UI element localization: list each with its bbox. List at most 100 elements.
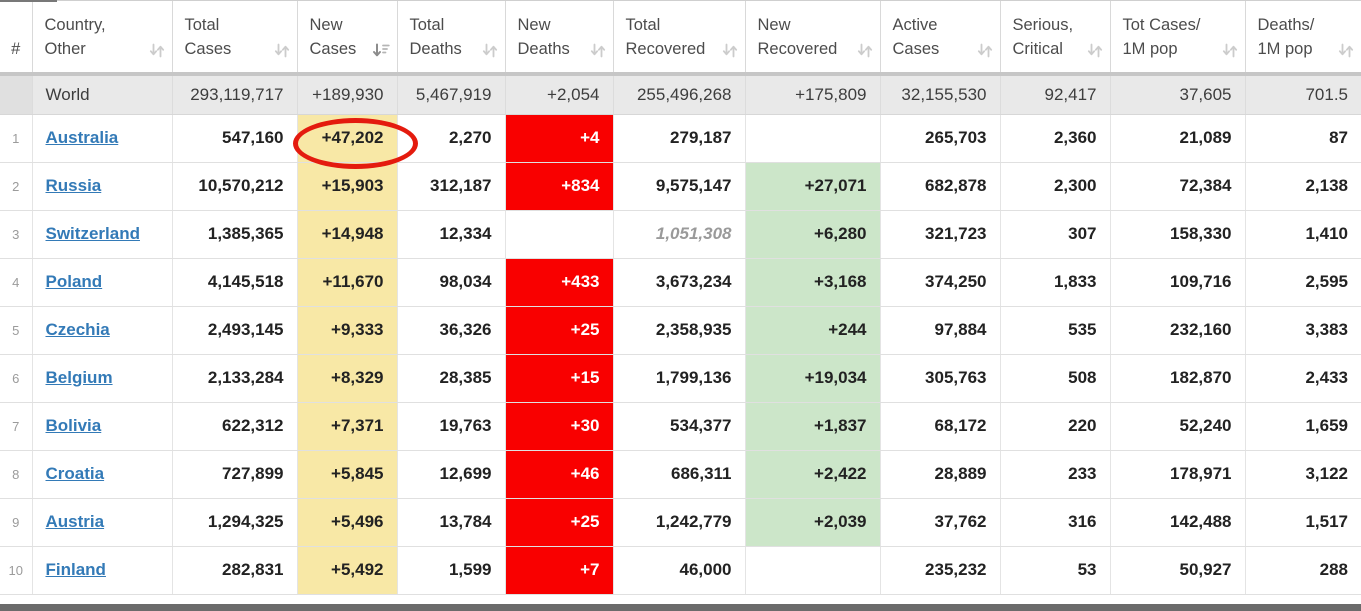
- deaths-1m-cell: 1,659: [1245, 402, 1361, 451]
- country-link-switzerland[interactable]: Switzerland: [45, 224, 140, 243]
- total-cases-cell: 10,570,212: [172, 162, 298, 211]
- country-link-croatia[interactable]: Croatia: [45, 464, 105, 483]
- world-new-cases-cell: +189,930: [297, 74, 398, 115]
- total-cases-cell: 4,145,518: [172, 258, 298, 307]
- total-cases-cell: 282,831: [172, 546, 298, 595]
- deaths-1m-cell: 1,517: [1245, 498, 1361, 547]
- country-cell: Australia: [32, 114, 173, 163]
- deaths-1m-cell: 3,122: [1245, 450, 1361, 499]
- new-deaths-cell: +7: [505, 546, 614, 595]
- sort-both-icon: [1338, 43, 1354, 58]
- tot-cases-1m-cell: 178,971: [1110, 450, 1246, 499]
- total-recovered-cell: 686,311: [613, 450, 746, 499]
- sort-both-icon: [977, 43, 993, 58]
- column-header-new-deaths[interactable]: New Deaths: [505, 0, 614, 76]
- column-header-total-deaths[interactable]: Total Deaths: [397, 0, 506, 76]
- column-header-total-recovered[interactable]: Total Recovered: [613, 0, 746, 76]
- column-header-deaths-1m[interactable]: Deaths/1M pop: [1245, 0, 1361, 76]
- column-label-line: Deaths: [517, 40, 570, 58]
- bottom-dark-bar: [0, 604, 1361, 611]
- total-deaths-cell: 13,784: [397, 498, 506, 547]
- column-label-line: New: [757, 16, 791, 34]
- rank-cell: 8: [0, 450, 33, 499]
- sort-both-icon: [482, 43, 498, 58]
- total-deaths-cell: 12,699: [397, 450, 506, 499]
- column-header-new-cases[interactable]: New Cases: [297, 0, 398, 76]
- serious-critical-cell: 2,360: [1000, 114, 1111, 163]
- total-recovered-cell: 2,358,935: [613, 306, 746, 355]
- tot-cases-1m-cell: 158,330: [1110, 210, 1246, 259]
- country-link-belgium[interactable]: Belgium: [45, 368, 113, 387]
- column-header-serious-critical[interactable]: Serious, Critical: [1000, 0, 1111, 76]
- new-cases-cell: +15,903: [297, 162, 398, 211]
- column-label-line: Active: [892, 16, 938, 34]
- new-recovered-cell: +27,071: [745, 162, 881, 211]
- active-cases-cell: 235,232: [880, 546, 1001, 595]
- country-link-finland[interactable]: Finland: [45, 560, 106, 579]
- rank-cell: 2: [0, 162, 33, 211]
- total-deaths-cell: 19,763: [397, 402, 506, 451]
- world-row: World 293,119,717 +189,930 5,467,919 +2,054 2…: [0, 74, 1361, 115]
- deaths-1m-cell: 1,410: [1245, 210, 1361, 259]
- sort-both-icon: [1222, 43, 1238, 58]
- new-cases-cell: +7,371: [297, 402, 398, 451]
- serious-critical-cell: 1,833: [1000, 258, 1111, 307]
- country-cell: Russia: [32, 162, 173, 211]
- column-header-total-cases[interactable]: Total Cases: [172, 0, 298, 76]
- new-recovered-cell: +2,039: [745, 498, 881, 547]
- active-cases-cell: 265,703: [880, 114, 1001, 163]
- column-header-country[interactable]: Country, Other: [32, 0, 173, 76]
- world-total-deaths-cell: 5,467,919: [397, 74, 506, 115]
- country-link-bolivia[interactable]: Bolivia: [45, 416, 102, 435]
- column-label-line: Recovered: [625, 40, 706, 58]
- table-row-bolivia: 7 Bolivia 622,312 +7,371 19,763 +30 534,377 +1,…: [0, 402, 1361, 451]
- tot-cases-1m-cell: 72,384: [1110, 162, 1246, 211]
- column-label-line: Cases: [184, 40, 232, 58]
- country-link-poland[interactable]: Poland: [45, 272, 103, 291]
- rank-cell: 10: [0, 546, 33, 595]
- new-recovered-cell: +19,034: [745, 354, 881, 403]
- world-total-recovered-cell: 255,496,268: [613, 74, 746, 115]
- active-cases-cell: 374,250: [880, 258, 1001, 307]
- column-label-line: #: [11, 40, 21, 58]
- serious-critical-cell: 220: [1000, 402, 1111, 451]
- country-link-australia[interactable]: Australia: [45, 128, 119, 147]
- column-label-line: Serious,: [1012, 16, 1074, 34]
- new-cases-cell: +8,329: [297, 354, 398, 403]
- column-label-line: Other: [44, 40, 86, 58]
- total-recovered-cell: 1,799,136: [613, 354, 746, 403]
- tot-cases-1m-cell: 21,089: [1110, 114, 1246, 163]
- table-row-switzerland: 3 Switzerland 1,385,365 +14,948 12,334 1,051,…: [0, 210, 1361, 259]
- country-link-russia[interactable]: Russia: [45, 176, 102, 195]
- active-cases-cell: 305,763: [880, 354, 1001, 403]
- total-cases-cell: 1,385,365: [172, 210, 298, 259]
- new-deaths-cell: [505, 210, 614, 259]
- column-header-tot-cases-1m[interactable]: Tot Cases/1M pop: [1110, 0, 1246, 76]
- total-recovered-cell: 1,051,308: [613, 210, 746, 259]
- new-recovered-cell: [745, 114, 881, 163]
- country-cell: Bolivia: [32, 402, 173, 451]
- serious-critical-cell: 2,300: [1000, 162, 1111, 211]
- new-recovered-cell: +3,168: [745, 258, 881, 307]
- column-header-new-recovered[interactable]: New Recovered: [745, 0, 881, 76]
- rank-cell: 5: [0, 306, 33, 355]
- new-recovered-cell: [745, 546, 881, 595]
- world-rank-cell: [0, 74, 33, 115]
- column-label-line: Recovered: [757, 40, 838, 58]
- column-label-line: Cases: [892, 40, 940, 58]
- sort-both-icon: [149, 43, 165, 58]
- new-recovered-cell: +6,280: [745, 210, 881, 259]
- table-row-belgium: 6 Belgium 2,133,284 +8,329 28,385 +15 1,799,13…: [0, 354, 1361, 403]
- total-recovered-cell: 279,187: [613, 114, 746, 163]
- total-recovered-cell: 1,242,779: [613, 498, 746, 547]
- sort-both-icon: [1087, 43, 1103, 58]
- tot-cases-1m-cell: 182,870: [1110, 354, 1246, 403]
- active-cases-cell: 37,762: [880, 498, 1001, 547]
- covid-country-table: # Country, Other Total Cases New Cases Total Dea…: [0, 0, 1361, 595]
- rank-cell: 9: [0, 498, 33, 547]
- country-link-austria[interactable]: Austria: [45, 512, 105, 531]
- column-label-line: 1M pop: [1122, 40, 1178, 58]
- country-link-czechia[interactable]: Czechia: [45, 320, 110, 339]
- column-header-active-cases[interactable]: Active Cases: [880, 0, 1001, 76]
